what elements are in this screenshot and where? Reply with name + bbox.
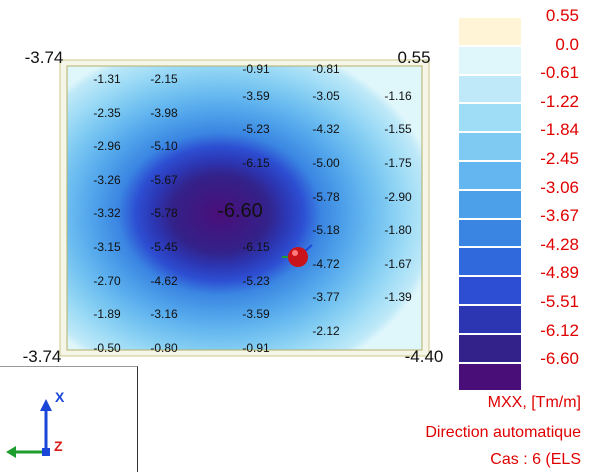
contour-value-label: -0.91 xyxy=(242,61,270,76)
contour-value-label: -1.39 xyxy=(384,290,412,305)
contour-value-label: -2.96 xyxy=(93,139,121,154)
legend-value: 0.0 xyxy=(555,34,579,54)
contour-value-label: -6.15 xyxy=(242,240,270,254)
legend-swatch xyxy=(459,219,521,247)
contour-value-label: -3.77 xyxy=(312,290,340,305)
x-axis-letter: X xyxy=(55,389,65,405)
result-quantity-label: MXX, [Tm/m] xyxy=(487,394,581,411)
contour-value-label: -5.67 xyxy=(150,172,178,187)
legend-value: -4.28 xyxy=(540,234,579,254)
legend-value: 0.55 xyxy=(545,6,579,25)
legend-swatch xyxy=(459,75,521,103)
axis-triad: X Z xyxy=(0,366,138,472)
contour-value-label: -0.91 xyxy=(242,340,270,355)
legend-swatch xyxy=(459,18,521,45)
legend-value: -2.45 xyxy=(540,149,579,168)
legend-value: -6.60 xyxy=(540,349,579,369)
contour-value-label: -3.32 xyxy=(93,206,121,221)
legend-value: -1.84 xyxy=(540,120,579,140)
legend-value: -4.89 xyxy=(540,263,579,283)
legend-swatch xyxy=(459,46,521,74)
slab-contour-fill xyxy=(66,65,423,351)
corner-value-top-left: -3.74 xyxy=(24,48,64,67)
contour-value-label: -5.78 xyxy=(150,206,178,221)
x-arrowhead-icon xyxy=(40,399,52,411)
contour-value-label: -1.67 xyxy=(384,256,412,271)
contour-value-label: -3.59 xyxy=(242,88,270,103)
contour-value-label: -0.50 xyxy=(93,340,121,355)
legend-value: -5.51 xyxy=(540,292,579,311)
contour-value-label: -5.10 xyxy=(150,139,178,154)
legend-value: -6.12 xyxy=(540,320,579,340)
contour-value-label: -5.18 xyxy=(312,223,340,238)
contour-value-label: -3.05 xyxy=(312,88,340,103)
contour-value-label: -1.89 xyxy=(93,307,121,322)
legend-value: -3.67 xyxy=(540,206,579,226)
legend-value: -0.61 xyxy=(540,63,579,83)
contour-value-label: -5.45 xyxy=(150,240,178,254)
contour-value-label: -1.55 xyxy=(384,122,412,137)
legend-value: -3.06 xyxy=(540,177,579,197)
legend-swatch xyxy=(459,363,521,391)
direction-label: Direction automatique xyxy=(425,424,581,441)
legend-swatch xyxy=(459,133,521,160)
contour-value-label: -1.75 xyxy=(384,156,412,170)
legend-swatch xyxy=(459,277,521,304)
contour-value-label: -1.16 xyxy=(384,88,412,103)
contour-value-label: -2.15 xyxy=(150,72,178,86)
contour-value-label: -3.59 xyxy=(242,307,270,322)
contour-value-label: -5.00 xyxy=(312,156,340,170)
contour-value-label: -4.32 xyxy=(312,122,340,137)
contour-value-label: -5.23 xyxy=(242,122,270,137)
contour-value-label: -5.78 xyxy=(312,189,340,204)
z-axis-letter: Z xyxy=(54,438,63,454)
contour-value-label: -2.35 xyxy=(93,105,121,120)
contour-value-label: -3.98 xyxy=(150,105,178,120)
contour-value-label: -4.62 xyxy=(150,273,178,288)
contour-value-label: -3.15 xyxy=(93,240,121,254)
contour-value-label: -5.23 xyxy=(242,273,270,288)
origin-icon xyxy=(42,448,50,456)
contour-value-label: -3.16 xyxy=(150,307,178,322)
legend-swatch xyxy=(459,190,521,218)
contour-value-label: -3.26 xyxy=(93,172,121,187)
load-case-label: Cas : 6 (ELS xyxy=(490,451,581,468)
legend-value: -1.22 xyxy=(540,91,579,111)
legend-swatch xyxy=(459,104,521,132)
contour-value-label: -1.31 xyxy=(93,72,121,86)
corner-value-bottom-left: -3.74 xyxy=(22,347,62,366)
legend-swatch xyxy=(459,306,521,333)
contour-value-label: -2.90 xyxy=(384,189,412,204)
contour-value-label: -0.80 xyxy=(150,340,178,355)
corner-value-top-right: 0.55 xyxy=(397,48,431,67)
y-arrowhead-icon xyxy=(6,446,16,458)
contour-value-label: -0.81 xyxy=(312,61,340,76)
contour-value-label: -2.12 xyxy=(312,324,340,338)
contour-value-label: -6.15 xyxy=(242,156,270,170)
corner-value-bottom-right: -4.40 xyxy=(404,347,444,366)
contour-value-label: -1.80 xyxy=(384,223,412,238)
contour-value-label: -4.72 xyxy=(312,256,340,271)
legend-swatch xyxy=(459,248,521,276)
peak-value-label: -6.60 xyxy=(217,200,263,222)
contour-value-label: -2.70 xyxy=(93,273,121,288)
legend-swatch xyxy=(459,162,521,189)
legend-swatch xyxy=(459,334,521,362)
node-marker xyxy=(282,244,313,267)
